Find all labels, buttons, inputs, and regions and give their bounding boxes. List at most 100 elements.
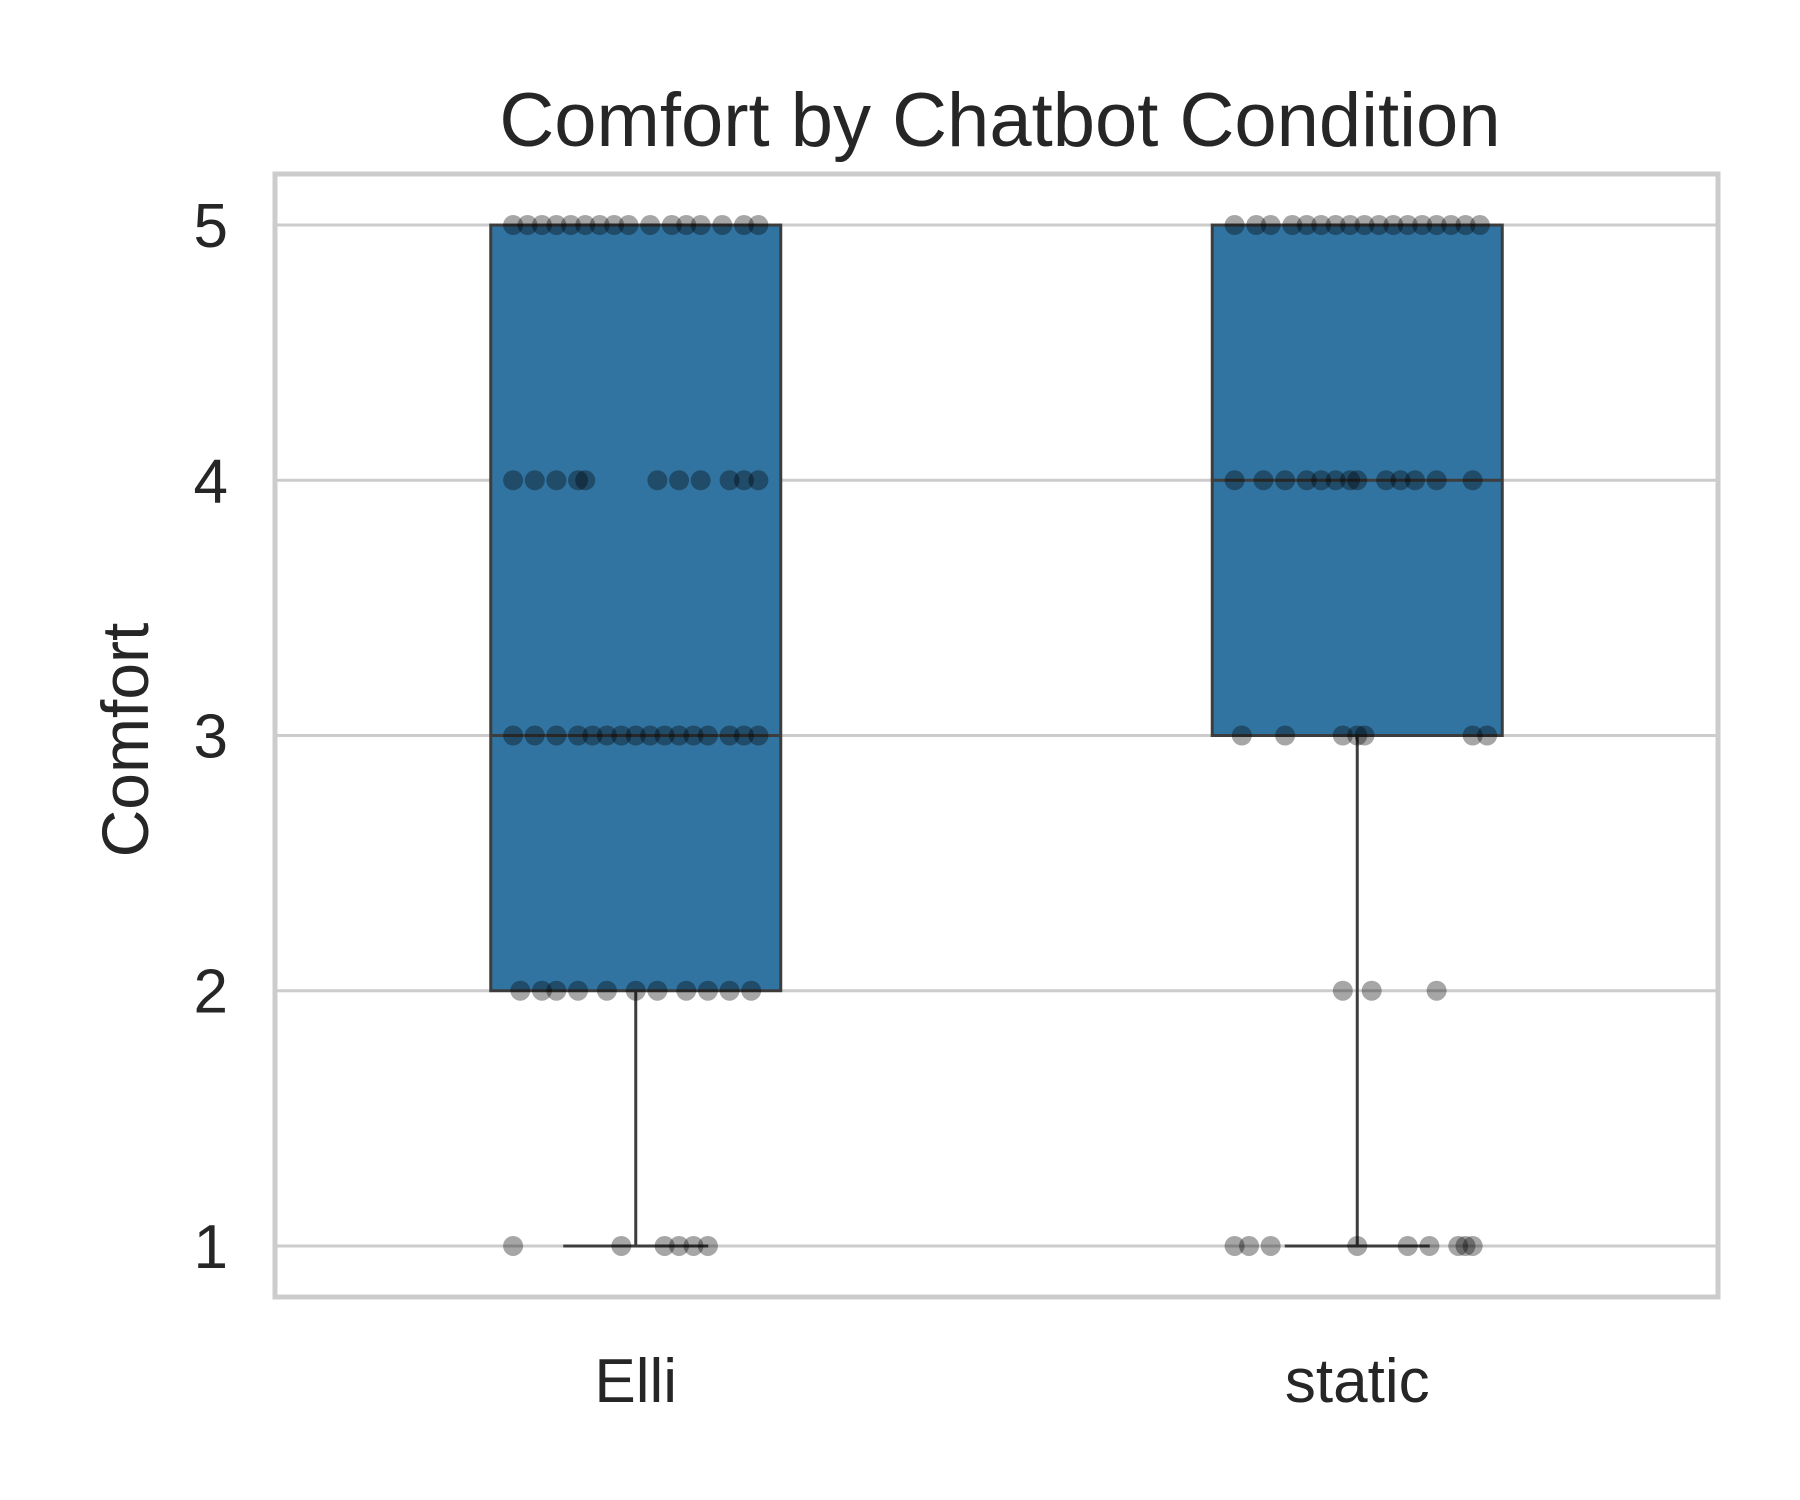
data-point	[712, 215, 733, 236]
data-point	[618, 215, 639, 236]
data-point	[697, 725, 718, 746]
data-point	[1347, 1235, 1368, 1256]
data-point	[575, 215, 596, 236]
data-point	[1426, 215, 1447, 236]
data-point	[1462, 1235, 1483, 1256]
data-point	[596, 725, 617, 746]
data-point	[1477, 725, 1498, 746]
y-tick-label: 1	[194, 1213, 228, 1282]
data-point	[510, 980, 531, 1001]
data-point	[676, 980, 697, 1001]
data-point	[1282, 215, 1303, 236]
data-point	[1340, 215, 1361, 236]
data-point	[1462, 470, 1483, 491]
x-tick-label: static	[1285, 1347, 1430, 1416]
data-point	[1419, 1235, 1440, 1256]
data-point	[531, 980, 552, 1001]
data-point	[524, 725, 545, 746]
data-point	[683, 725, 704, 746]
data-point	[568, 470, 589, 491]
y-tick-label: 3	[194, 703, 228, 772]
data-point	[1383, 215, 1404, 236]
data-point	[546, 980, 567, 1001]
data-point	[1275, 470, 1296, 491]
data-point	[1253, 470, 1274, 491]
data-point	[1354, 725, 1375, 746]
data-point	[748, 470, 769, 491]
data-point	[1462, 725, 1483, 746]
data-point	[733, 215, 754, 236]
data-point	[1246, 215, 1267, 236]
data-point	[1224, 1235, 1245, 1256]
data-point	[1448, 1235, 1469, 1256]
data-point	[1397, 1235, 1418, 1256]
data-point	[647, 470, 668, 491]
data-point	[1347, 725, 1368, 746]
y-tick-label: 4	[194, 447, 228, 516]
data-point	[568, 725, 589, 746]
data-point	[1397, 215, 1418, 236]
data-point	[503, 725, 524, 746]
x-tick-label: Elli	[594, 1347, 677, 1416]
data-point	[1376, 470, 1397, 491]
data-point	[611, 725, 632, 746]
data-point	[604, 215, 625, 236]
data-point	[1231, 725, 1252, 746]
data-point	[741, 980, 762, 1001]
data-point	[503, 215, 524, 236]
y-tick-label: 5	[194, 192, 228, 261]
data-point	[611, 1235, 632, 1256]
data-point	[582, 725, 603, 746]
data-point	[1311, 470, 1332, 491]
data-point	[1325, 470, 1346, 491]
data-point	[546, 470, 567, 491]
data-point	[1361, 980, 1382, 1001]
data-point	[503, 1235, 524, 1256]
data-point	[719, 470, 740, 491]
data-point	[748, 725, 769, 746]
data-point	[1224, 470, 1245, 491]
data-point	[1426, 470, 1447, 491]
data-point	[1441, 215, 1462, 236]
data-point	[1332, 725, 1353, 746]
chart-title: Comfort by Chatbot Condition	[499, 78, 1500, 163]
box-elli	[489, 223, 783, 993]
data-point	[625, 980, 646, 1001]
data-point	[625, 725, 646, 746]
data-point	[524, 470, 545, 491]
data-point	[690, 470, 711, 491]
data-point	[676, 215, 697, 236]
data-point	[748, 215, 769, 236]
data-point	[1332, 980, 1353, 1001]
data-point	[654, 725, 675, 746]
data-point	[719, 725, 740, 746]
data-point	[640, 215, 661, 236]
data-point	[1412, 215, 1433, 236]
data-point	[697, 1235, 718, 1256]
plot-area: 1 2 3 4 5 Elli static	[194, 171, 1721, 1416]
data-point	[669, 1235, 690, 1256]
data-point	[546, 215, 567, 236]
data-point	[546, 725, 567, 746]
data-point	[640, 725, 661, 746]
data-point	[1340, 470, 1361, 491]
y-tick-label: 2	[194, 958, 228, 1027]
data-point	[589, 215, 610, 236]
data-point	[1354, 215, 1375, 236]
data-point	[1311, 215, 1332, 236]
data-point	[517, 215, 538, 236]
data-point	[1455, 215, 1476, 236]
data-point	[1347, 470, 1368, 491]
data-point	[1296, 215, 1317, 236]
data-point	[661, 215, 682, 236]
data-point	[560, 215, 581, 236]
plot-frame	[272, 171, 1721, 1300]
data-point	[1404, 470, 1425, 491]
data-point	[575, 470, 596, 491]
data-point	[1224, 215, 1245, 236]
data-point	[690, 215, 711, 236]
data-point	[1260, 215, 1281, 236]
data-point	[531, 215, 552, 236]
